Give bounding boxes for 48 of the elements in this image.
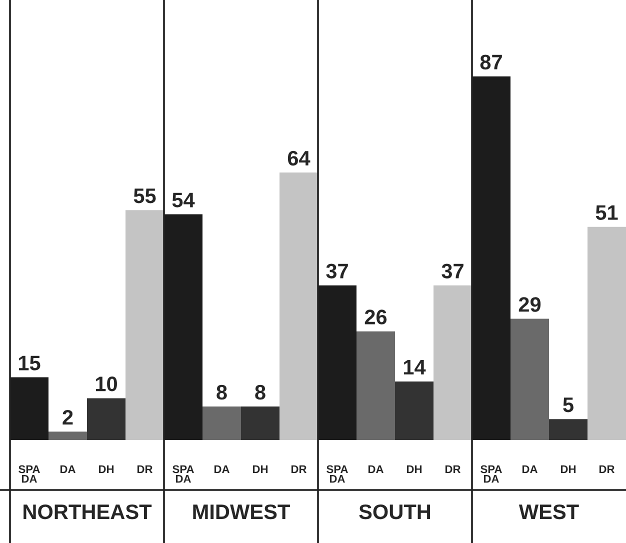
data-label: 54 [172, 192, 195, 208]
x-tick-label: MIDWEST [193, 504, 290, 520]
text: DR [137, 465, 153, 474]
bar [126, 210, 164, 440]
data-label: 87 [480, 54, 502, 70]
bar [202, 406, 241, 440]
bar [395, 381, 434, 440]
data-label: 64 [288, 150, 310, 166]
bar [510, 318, 549, 440]
text: DH [406, 465, 422, 474]
data-label: 55 [134, 188, 156, 204]
bar [87, 398, 126, 440]
bar [356, 331, 395, 440]
text: DA [60, 465, 76, 474]
bar [48, 432, 87, 440]
data-label: 51 [596, 205, 618, 220]
text: DA [522, 465, 538, 474]
data-label: 15 [18, 356, 40, 370]
text: DH [252, 465, 268, 474]
text: DH [98, 465, 114, 474]
bar [241, 406, 280, 440]
data-label: 14 [404, 360, 426, 374]
text: DR [599, 465, 615, 474]
bar [280, 172, 318, 440]
data-label: 10 [96, 376, 117, 392]
data-label: 37 [326, 264, 348, 278]
text: SPA DA [326, 465, 348, 483]
text: SPA DA [480, 465, 502, 483]
data-label: 26 [364, 310, 387, 324]
text: SPA DA [172, 465, 194, 483]
data-label: 29 [518, 297, 541, 312]
data-label: 37 [442, 264, 464, 278]
data-label: 8 [255, 384, 266, 400]
x-tick-label: SOUTH [359, 504, 430, 520]
bar [434, 285, 472, 440]
text: DR [445, 465, 461, 474]
bar [588, 226, 626, 440]
text: DH [560, 465, 576, 474]
data-label: 8 [216, 384, 227, 400]
text: SPA DA [18, 465, 40, 483]
data-label: 5 [563, 398, 574, 412]
x-tick-label: WEST [518, 504, 579, 520]
x-tick-label: NORTHEAST [24, 504, 152, 520]
text: DA [214, 465, 230, 474]
text: DR [291, 465, 307, 474]
data-label: 2 [62, 410, 73, 425]
text: DA [368, 465, 384, 474]
bar [549, 419, 588, 440]
